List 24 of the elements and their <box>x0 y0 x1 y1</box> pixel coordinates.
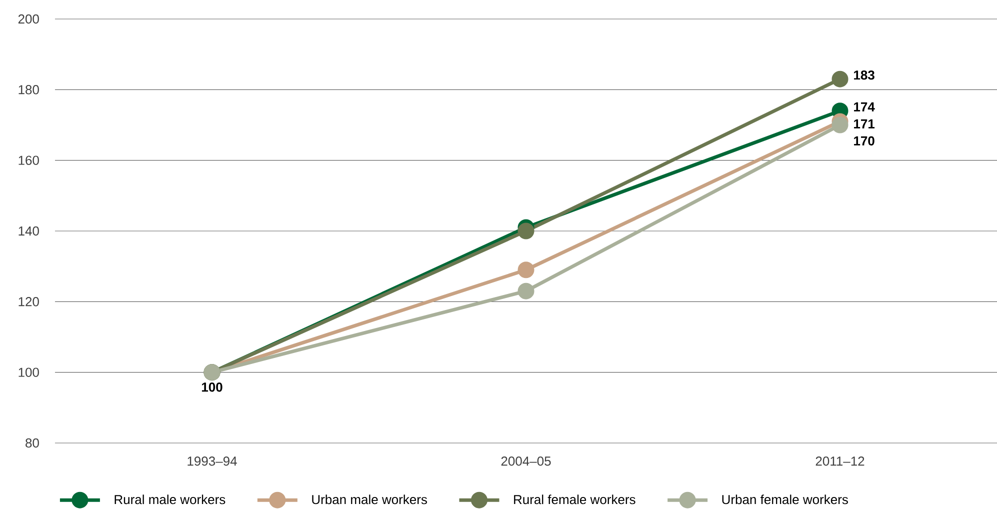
data-label: 100 <box>202 382 222 392</box>
x-tick-label: 2011–12 <box>816 456 864 466</box>
y-tick-label: 140 <box>18 226 39 236</box>
legend-label: Urban male workers <box>312 494 427 504</box>
data-label: 171 <box>854 119 875 128</box>
y-tick-label: 120 <box>18 297 39 306</box>
y-tick-label: 200 <box>18 14 39 24</box>
legend-label: Rural female workers <box>514 494 636 504</box>
point <box>832 70 848 88</box>
y-tick-label: 160 <box>18 156 39 165</box>
x-tick-label: 2004–05 <box>501 456 551 466</box>
point <box>518 222 534 240</box>
x-tick-label: 1993–94 <box>188 456 237 466</box>
data-label: 183 <box>854 70 874 80</box>
point <box>518 262 534 278</box>
y-tick-label: 100 <box>18 368 39 377</box>
y-tick-label: 80 <box>26 438 39 448</box>
legend-label: Urban female workers <box>722 494 848 504</box>
legend-label: Rural male workers <box>114 494 226 504</box>
data-label: 174 <box>854 102 875 112</box>
y-tick-label: 180 <box>18 85 39 94</box>
point <box>518 282 534 300</box>
point <box>832 116 848 134</box>
data-label: 170 <box>854 136 874 146</box>
